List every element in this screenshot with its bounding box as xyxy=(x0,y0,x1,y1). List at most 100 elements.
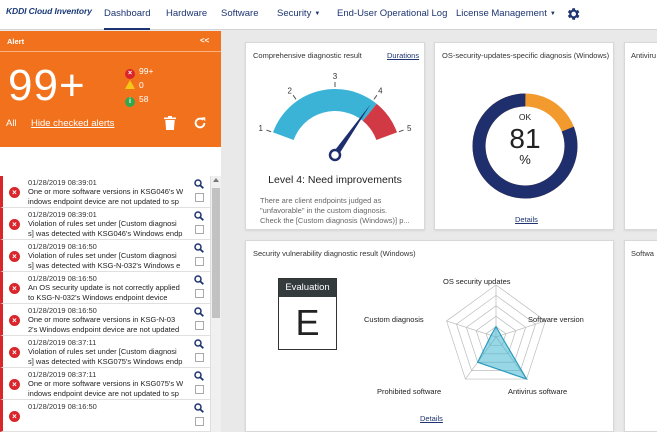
alert-timestamp: 01/28/2019 08:39:01 xyxy=(28,210,97,219)
alert-checkbox[interactable] xyxy=(195,193,204,202)
diagnostic-level-text: Level 4: Need improvements xyxy=(268,174,402,186)
info-count-row: i 58 xyxy=(125,94,148,107)
gauge-tick-label: 5 xyxy=(407,124,412,133)
diagnostic-description: There are client endpoints judged as "un… xyxy=(260,196,410,225)
os-updates-status: OK xyxy=(518,112,532,122)
error-icon: × xyxy=(9,411,20,422)
info-icon: i xyxy=(125,97,135,107)
evaluation-grade: E xyxy=(295,302,320,343)
alert-checkbox[interactable] xyxy=(195,417,204,426)
alert-checkbox[interactable] xyxy=(195,257,204,266)
divider xyxy=(0,51,221,52)
alert-timestamp: 01/28/2019 08:16:50 xyxy=(28,242,97,251)
search-icon[interactable] xyxy=(194,371,204,381)
search-icon[interactable] xyxy=(194,307,204,317)
radar-label-os-security-updates: OS security updates xyxy=(443,277,511,286)
scroll-up-icon[interactable] xyxy=(213,178,219,182)
hide-checked-alerts-link[interactable]: Hide checked alerts xyxy=(31,118,115,129)
alert-timestamp: 01/28/2019 08:37:11 xyxy=(28,338,97,347)
alert-list-item[interactable]: × 01/28/2019 08:16:50 An OS security updat… xyxy=(0,272,210,304)
alert-list-item[interactable]: × 01/28/2019 08:16:50 xyxy=(0,400,210,432)
trash-icon[interactable] xyxy=(164,116,176,130)
os-updates-unit: % xyxy=(519,152,531,167)
alert-list-item[interactable]: × 01/28/2019 08:37:11 Violation of rules s… xyxy=(0,336,210,368)
alert-checkbox[interactable] xyxy=(195,353,204,362)
radar-label-antivirus-software: Antivirus software xyxy=(508,387,568,396)
nav-tab-hardware[interactable]: Hardware xyxy=(166,8,208,19)
details-link[interactable]: Details xyxy=(420,414,443,423)
gauge-tick xyxy=(266,129,272,133)
app-logo[interactable]: KDDI Cloud Inventory xyxy=(6,6,92,16)
alert-list-item[interactable]: × 01/28/2019 08:16:50 One or more software… xyxy=(0,304,210,336)
alert-list-item[interactable]: × 01/28/2019 08:37:11 One or more software… xyxy=(0,368,210,400)
gauge-tick-label: 3 xyxy=(333,72,338,81)
error-icon: × xyxy=(9,187,20,198)
error-icon: × xyxy=(9,219,20,230)
radar-label-software-version: Software version xyxy=(528,315,584,324)
card-title: Comprehensive diagnostic result xyxy=(253,51,362,60)
gauge-tick-label: 2 xyxy=(287,86,292,95)
radar-axis xyxy=(495,320,546,338)
comprehensive-diagnostic-card: Comprehensive diagnostic result Duration… xyxy=(245,42,425,230)
alert-list-item[interactable]: × 01/28/2019 08:16:50 Violation of rules s… xyxy=(0,240,210,272)
top-navigation-bar: KDDI Cloud Inventory Dashboard Hardware … xyxy=(0,0,657,30)
card-title: OS-security-updates-specific diagnosis (… xyxy=(442,51,610,60)
scrollbar-thumb[interactable] xyxy=(212,188,220,318)
radar-axis xyxy=(446,320,497,338)
nav-tab-license-management[interactable]: License Management ▼ xyxy=(456,8,556,19)
gauge-tick xyxy=(373,94,378,100)
alert-message: Violation of rules set under [Custom dia… xyxy=(28,219,183,238)
alert-checkbox[interactable] xyxy=(195,321,204,330)
error-icon: × xyxy=(9,347,20,358)
alert-message: Violation of rules set under [Custom dia… xyxy=(28,347,183,366)
search-icon[interactable] xyxy=(194,179,204,189)
alert-list-item[interactable]: × 01/28/2019 08:39:01 Violation of rules s… xyxy=(0,208,210,240)
search-icon[interactable] xyxy=(194,339,204,349)
alert-timestamp: 01/28/2019 08:16:50 xyxy=(28,274,97,283)
radar-label-prohibited-software: Prohibited software xyxy=(377,387,442,396)
filter-all-label[interactable]: All xyxy=(6,118,17,129)
error-icon: × xyxy=(9,251,20,262)
chevron-down-icon: ▼ xyxy=(314,11,321,17)
gauge-needle-hub xyxy=(328,148,342,162)
radar-data-area xyxy=(476,325,528,381)
search-icon[interactable] xyxy=(194,211,204,221)
nav-tab-security[interactable]: Security ▼ xyxy=(277,8,321,19)
details-link[interactable]: Details xyxy=(515,215,538,224)
alert-checkbox[interactable] xyxy=(195,385,204,394)
alert-actions-bar: All Hide checked alerts xyxy=(0,112,221,147)
gear-icon[interactable] xyxy=(565,6,581,22)
alert-list-scrollbar[interactable] xyxy=(210,176,221,432)
os-updates-donut xyxy=(472,93,578,199)
error-icon: × xyxy=(9,283,20,294)
security-vulnerability-card: Security vulnerability diagnostic result… xyxy=(245,240,614,432)
alert-list-item[interactable]: × 01/28/2019 08:39:01 One or more software… xyxy=(0,176,210,208)
alert-list: × 01/28/2019 08:39:01 One or more software… xyxy=(0,176,221,432)
diagnostic-gauge: 1 2 3 4 5 xyxy=(259,72,412,162)
alert-panel: Alert << 99+ × 99+ 0 i 58 All Hide checked… xyxy=(0,31,221,432)
alert-message: One or more software versions in KSG046'… xyxy=(28,187,183,206)
search-icon[interactable] xyxy=(194,243,204,253)
radar-label-custom-diagnosis: Custom diagnosis xyxy=(364,315,424,324)
evaluation-label: Evaluation xyxy=(279,279,336,297)
search-icon[interactable] xyxy=(194,403,204,413)
alert-checkbox[interactable] xyxy=(195,225,204,234)
os-security-updates-card: OS-security-updates-specific diagnosis (… xyxy=(434,42,614,230)
radar-grid-ring xyxy=(446,284,546,380)
nav-tab-end-user-operational-log[interactable]: End-User Operational Log xyxy=(337,8,448,19)
nav-tab-software[interactable]: Software xyxy=(221,8,259,19)
card-title: Security vulnerability diagnostic result… xyxy=(253,249,416,258)
gauge-tick xyxy=(398,129,404,133)
alert-title: Alert xyxy=(7,37,25,46)
collapse-panel-button[interactable]: << xyxy=(200,36,210,45)
gauge-tick xyxy=(292,94,297,100)
search-icon[interactable] xyxy=(194,275,204,285)
refresh-icon[interactable] xyxy=(193,116,207,130)
alert-timestamp: 01/28/2019 08:16:50 xyxy=(28,402,97,411)
durations-link[interactable]: Durations xyxy=(387,51,420,60)
software-card-partial: Softwa xyxy=(624,240,657,432)
gauge-needle xyxy=(332,104,371,157)
alert-checkbox[interactable] xyxy=(195,289,204,298)
evaluation-box: Evaluation E xyxy=(278,278,337,350)
nav-tab-dashboard[interactable]: Dashboard xyxy=(104,0,151,30)
